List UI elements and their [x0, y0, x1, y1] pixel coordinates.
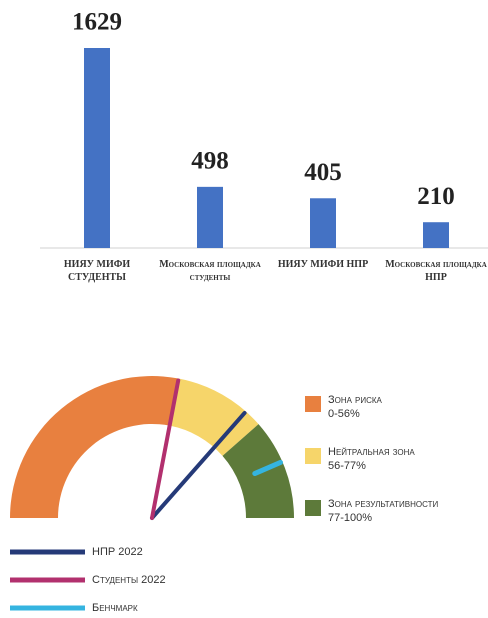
- data-label: 405: [304, 159, 342, 186]
- zone-name: Нейтральная зона: [328, 446, 415, 458]
- data-label: 210: [417, 183, 455, 210]
- zone-swatch: [305, 396, 321, 412]
- legend-label: Бенчмарк: [92, 602, 138, 614]
- gauge-needle: [252, 459, 283, 477]
- category-label: Московская площадка НПР: [385, 259, 487, 283]
- zone-label: 0-56%: [328, 408, 360, 420]
- zone-swatch: [305, 500, 321, 516]
- gauge-zone: [169, 378, 259, 456]
- category-label-box: НИЯУ МИФИ СТУДЕНТЫ: [63, 259, 131, 283]
- category-label-box: НИЯУ МИФИ НПР: [277, 259, 369, 270]
- zone-swatch: [305, 448, 321, 464]
- bar: [197, 186, 223, 248]
- gauge-zone: [10, 376, 179, 518]
- gauge-needle: [150, 410, 247, 520]
- bar: [310, 198, 336, 248]
- legend-label: НПР 2022: [92, 546, 143, 558]
- legend-label: Студенты 2022: [92, 574, 166, 586]
- zone-label: 56-77%: [328, 460, 366, 472]
- category-label: НИЯУ МИФИ СТУДЕНТЫ: [63, 259, 131, 283]
- data-label: 1629: [72, 9, 122, 36]
- category-label: НИЯУ МИФИ НПР: [277, 259, 369, 270]
- category-label: Московская площадка студенты: [159, 259, 261, 283]
- category-label-box: Московская площадка студенты: [159, 259, 261, 283]
- zone-label: 77-100%: [328, 512, 372, 524]
- bar: [84, 48, 110, 248]
- category-label-box: Московская площадка НПР: [385, 259, 487, 283]
- zone-name: Зона риска: [328, 394, 383, 406]
- bar: [423, 222, 449, 248]
- zone-name: Зона результативности: [328, 498, 438, 510]
- data-label: 498: [191, 148, 229, 175]
- gauge-needle: [150, 378, 181, 520]
